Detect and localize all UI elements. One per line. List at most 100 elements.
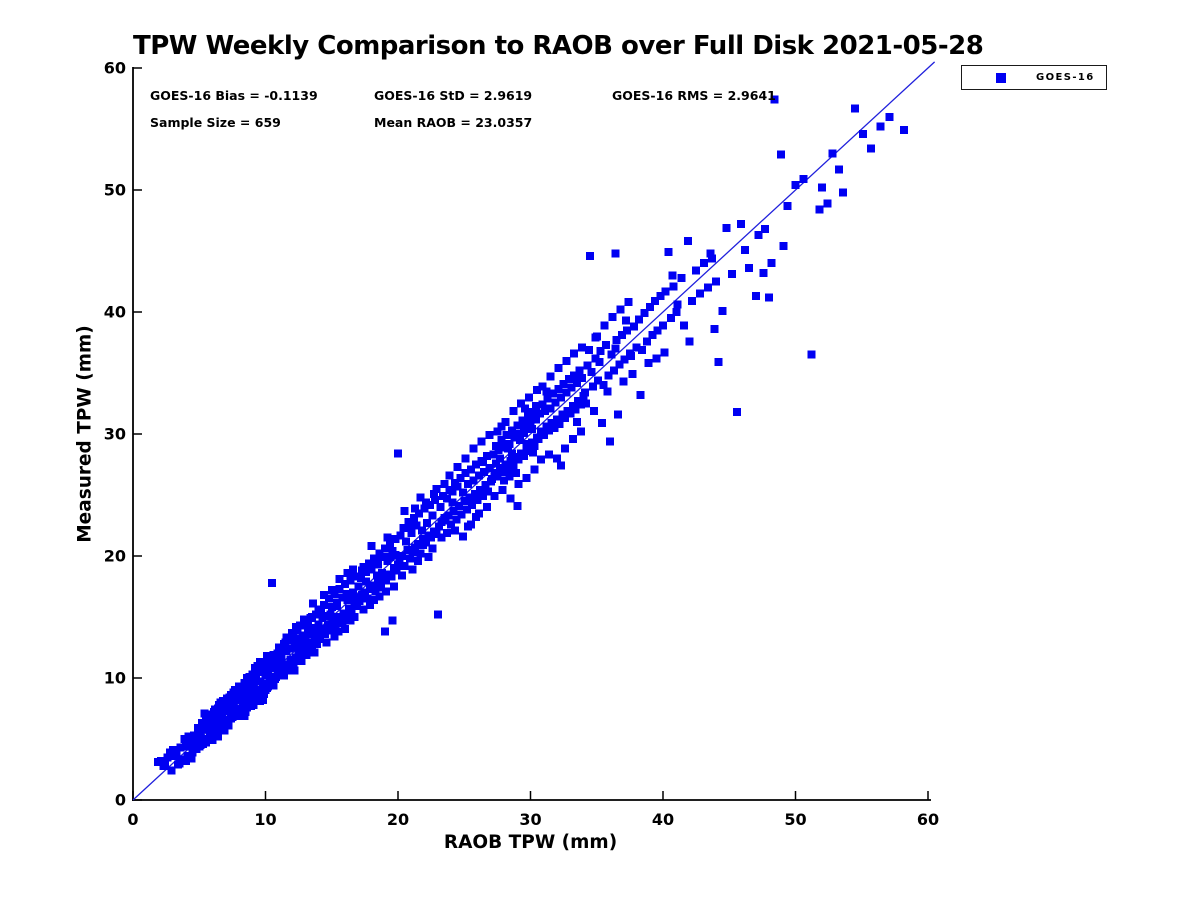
- scatter-point: [490, 492, 499, 501]
- scatter-point: [367, 565, 376, 574]
- scatter-point: [429, 489, 438, 498]
- scatter-point: [372, 571, 381, 580]
- scatter-point: [534, 434, 543, 443]
- scatter-point: [578, 373, 587, 382]
- scatter-point: [484, 487, 493, 496]
- scatter-point: [506, 494, 515, 503]
- scatter-point: [511, 469, 520, 478]
- scatter-point: [624, 298, 633, 307]
- scatter-point: [435, 522, 444, 531]
- scatter-point: [507, 449, 516, 458]
- scatter-point: [779, 242, 788, 251]
- scatter-point: [256, 677, 265, 686]
- scatter-point: [653, 326, 662, 335]
- scatter-point: [280, 671, 289, 680]
- scatter-point: [714, 358, 723, 367]
- scatter-point: [643, 337, 652, 346]
- scatter-point: [492, 459, 501, 468]
- scatter-point: [767, 259, 776, 268]
- scatter-point: [420, 504, 429, 513]
- scatter-point: [469, 476, 478, 485]
- scatter-point: [359, 605, 368, 614]
- scatter-point: [473, 495, 482, 504]
- scatter-point: [851, 104, 860, 113]
- scatter-point: [485, 464, 494, 473]
- scatter-point: [652, 354, 661, 363]
- scatter-point: [315, 634, 324, 643]
- scatter-point: [443, 494, 452, 503]
- scatter-point: [546, 372, 555, 381]
- scatter-point: [415, 509, 424, 518]
- scatter-point: [543, 394, 552, 403]
- scatter-point: [404, 517, 413, 526]
- scatter-point: [310, 648, 319, 657]
- scatter-point: [408, 548, 417, 557]
- scatter-point: [167, 766, 176, 775]
- scatter-point: [209, 728, 218, 737]
- scatter-point: [333, 602, 342, 611]
- scatter-point: [525, 393, 534, 402]
- scatter-point: [327, 586, 336, 595]
- scatter-point: [496, 454, 505, 463]
- scatter-point: [509, 406, 518, 415]
- scatter-point: [627, 351, 636, 360]
- scatter-point: [867, 144, 876, 153]
- scatter-point: [269, 650, 278, 659]
- scatter-point: [598, 419, 607, 428]
- scatter-point: [545, 426, 554, 435]
- scatter-point: [405, 554, 414, 563]
- scatter-point: [596, 347, 605, 356]
- scatter-point: [692, 266, 701, 275]
- scatter-point: [366, 600, 375, 609]
- scatter-point: [370, 595, 379, 604]
- x-tick-label: 0: [127, 810, 138, 829]
- scatter-point: [559, 379, 568, 388]
- scatter-point: [526, 419, 535, 428]
- scatter-point: [519, 451, 528, 460]
- y-tick-label: 0: [115, 791, 126, 810]
- scatter-point: [335, 575, 344, 584]
- scatter-point: [733, 408, 742, 417]
- scatter-point: [299, 615, 308, 624]
- scatter-point: [672, 308, 681, 316]
- stat-bias: GOES-16 Bias = -0.1139: [150, 88, 318, 103]
- scatter-point: [363, 594, 372, 603]
- scatter-point: [688, 297, 697, 306]
- scatter-point: [311, 626, 320, 635]
- scatter-point: [378, 553, 387, 562]
- scatter-point: [403, 545, 412, 554]
- stat-rms: GOES-16 RMS = 2.9641: [612, 88, 776, 103]
- scatter-point: [615, 360, 624, 369]
- scatter-point: [661, 287, 670, 296]
- scatter-point: [648, 331, 657, 340]
- scatter-point: [431, 495, 440, 504]
- scatter-point: [200, 709, 209, 718]
- scatter-point: [560, 444, 569, 453]
- scatter-point: [189, 738, 198, 747]
- scatter-point: [727, 270, 736, 279]
- scatter-point: [645, 303, 654, 312]
- scatter-point: [530, 465, 539, 474]
- scatter-point: [421, 498, 430, 507]
- scatter-point: [458, 488, 467, 497]
- scatter-point: [299, 642, 308, 651]
- scatter-point: [493, 472, 502, 481]
- scatter-point: [248, 670, 257, 679]
- scatter-point: [391, 534, 400, 543]
- scatter-point: [262, 652, 271, 661]
- scatter-point: [428, 511, 437, 520]
- scatter-point: [444, 511, 453, 520]
- scatter-point: [423, 519, 432, 528]
- scatter-point: [462, 505, 471, 514]
- scatter-point: [319, 591, 328, 600]
- scatter-point: [502, 431, 511, 440]
- scatter-point: [348, 565, 357, 574]
- scatter-point: [531, 401, 540, 410]
- scatter-point: [621, 316, 630, 325]
- scatter-point: [358, 566, 367, 575]
- scatter-point: [533, 386, 542, 395]
- scatter-point: [386, 539, 395, 548]
- scatter-point: [507, 426, 516, 435]
- scatter-point: [477, 437, 486, 446]
- scatter-point: [409, 514, 418, 523]
